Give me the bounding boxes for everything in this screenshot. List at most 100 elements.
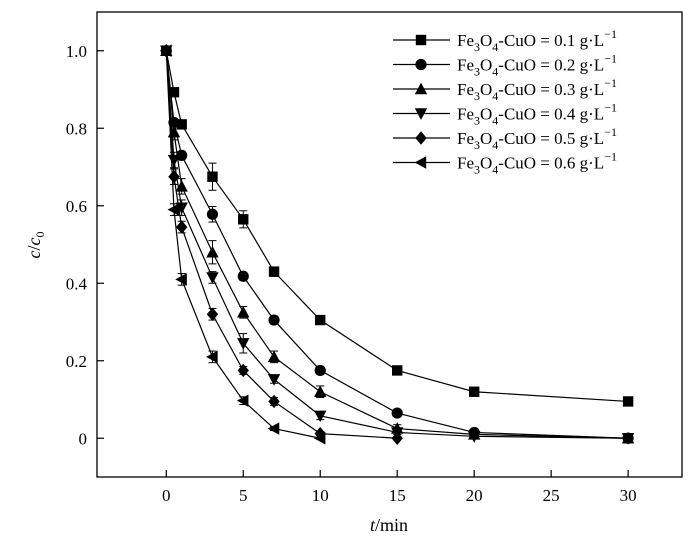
series-line bbox=[165, 50, 321, 439]
legend-label-part: −1 bbox=[604, 76, 617, 90]
data-point bbox=[314, 364, 326, 377]
legend-label-part: O bbox=[480, 129, 492, 148]
legend-item-5: Fe3O4-CuO = 0.5 g·L−1 bbox=[393, 125, 617, 152]
legend-label-part: Fe bbox=[457, 154, 474, 173]
legend-item-6: Fe3O4-CuO = 0.6 g·L−1 bbox=[393, 150, 617, 177]
data-point bbox=[236, 394, 249, 407]
data-point bbox=[159, 44, 172, 57]
legend-label: Fe3O4-CuO = 0.3 g·L−1 bbox=[457, 76, 617, 103]
data-point bbox=[237, 270, 249, 282]
legend-marker bbox=[415, 58, 427, 71]
y-tick-label: 0.8 bbox=[66, 119, 87, 138]
legend-label: Fe3O4-CuO = 0.1 g·L−1 bbox=[457, 27, 617, 54]
legend-label-part: 3 bbox=[474, 40, 480, 54]
legend-label-part: O bbox=[480, 80, 492, 99]
data-point bbox=[391, 365, 403, 376]
data-point bbox=[206, 350, 218, 364]
data-point bbox=[168, 87, 180, 98]
y-axis-title-c0: c bbox=[24, 237, 44, 245]
data-point bbox=[468, 386, 480, 397]
legend-label-part: O bbox=[480, 105, 492, 124]
legend-label-part: −1 bbox=[604, 52, 617, 66]
legend-label-part: 4 bbox=[492, 65, 498, 79]
data-point bbox=[176, 119, 187, 130]
y-tick-label: 0.6 bbox=[66, 197, 87, 216]
data-point bbox=[206, 307, 219, 321]
data-point bbox=[267, 422, 280, 435]
x-tick-label: 10 bbox=[312, 486, 329, 505]
legend-label-part: 3 bbox=[474, 163, 480, 177]
legend-marker bbox=[415, 34, 427, 46]
legend-label-part: O bbox=[480, 154, 492, 173]
legend-label-part: Fe bbox=[457, 31, 474, 50]
legend-label-part: O bbox=[480, 56, 492, 75]
y-axis-title: c/c0 bbox=[24, 231, 47, 258]
data-point bbox=[237, 363, 249, 378]
legend-item-3: Fe3O4-CuO = 0.3 g·L−1 bbox=[393, 76, 617, 103]
legend-marker bbox=[414, 156, 427, 169]
legend-label-part: 4 bbox=[492, 40, 498, 54]
y-tick-label: 0 bbox=[79, 429, 88, 448]
x-axis-title: t/min bbox=[370, 515, 408, 535]
x-tick-label: 0 bbox=[162, 486, 171, 505]
data-point bbox=[267, 374, 281, 386]
plot-frame bbox=[96, 11, 683, 478]
legend-label: Fe3O4-CuO = 0.6 g·L−1 bbox=[457, 150, 617, 177]
data-point bbox=[391, 431, 403, 445]
x-tick-label: 20 bbox=[466, 486, 483, 505]
data-point bbox=[167, 203, 180, 216]
data-point bbox=[268, 394, 280, 409]
legend-label-part: −1 bbox=[604, 27, 617, 41]
legend-label: Fe3O4-CuO = 0.5 g·L−1 bbox=[457, 125, 617, 152]
y-axis-title-slash: / bbox=[24, 245, 44, 250]
y-axis-title-sub: 0 bbox=[33, 231, 47, 237]
legend-label-part: 3 bbox=[474, 138, 480, 152]
series-line bbox=[165, 50, 398, 439]
legend-label-part: O bbox=[480, 31, 492, 50]
y-axis-title-c: c bbox=[24, 251, 44, 259]
legend-label: Fe3O4-CuO = 0.4 g·L−1 bbox=[457, 101, 617, 128]
legend-label-part: 3 bbox=[474, 114, 480, 128]
legend-label-part: 4 bbox=[492, 138, 498, 152]
x-tick-label: 5 bbox=[239, 486, 248, 505]
legend-marker bbox=[414, 108, 428, 120]
legend-label-part: 3 bbox=[474, 89, 480, 103]
series-6 bbox=[159, 44, 326, 445]
data-point bbox=[168, 169, 180, 184]
data-point bbox=[175, 220, 188, 234]
legend-label-part: -CuO = 0.1 g·L bbox=[498, 31, 604, 50]
axis-ticks: 0 5 10 15 20 25 30 0 0.2 0.4 0.6 0.8 1.0 bbox=[66, 42, 637, 505]
data-point bbox=[621, 433, 635, 445]
data-point bbox=[176, 149, 188, 161]
legend-label-part: -CuO = 0.4 g·L bbox=[498, 105, 604, 124]
data-point bbox=[313, 432, 326, 445]
series-line bbox=[165, 50, 629, 439]
legend-marker bbox=[414, 82, 428, 95]
data-point bbox=[237, 305, 250, 318]
x-axis-title-t: t bbox=[370, 515, 376, 535]
series-line bbox=[165, 50, 629, 403]
legend-label-part: −1 bbox=[604, 150, 617, 164]
legend-label-part: Fe bbox=[457, 80, 474, 99]
series-line bbox=[165, 50, 629, 439]
legend-label-part: -CuO = 0.2 g·L bbox=[498, 56, 604, 75]
y-tick-label: 0.4 bbox=[66, 274, 88, 293]
data-point bbox=[237, 338, 250, 350]
legend-label-part: 4 bbox=[492, 89, 498, 103]
legend-label-part: −1 bbox=[604, 101, 617, 115]
legend-item-2: Fe3O4-CuO = 0.2 g·L−1 bbox=[393, 52, 617, 79]
legend-label-part: 4 bbox=[492, 163, 498, 177]
data-point bbox=[267, 350, 281, 363]
data-point bbox=[206, 208, 219, 220]
series-layer bbox=[159, 44, 635, 445]
legend-label-part: -CuO = 0.3 g·L bbox=[498, 80, 604, 99]
x-tick-label: 30 bbox=[620, 486, 637, 505]
legend-label-part: −1 bbox=[604, 125, 617, 139]
data-point bbox=[207, 171, 218, 182]
data-point bbox=[206, 272, 219, 284]
data-point bbox=[315, 314, 326, 326]
data-point bbox=[622, 396, 634, 407]
series-1 bbox=[161, 45, 634, 407]
data-point bbox=[467, 431, 481, 443]
